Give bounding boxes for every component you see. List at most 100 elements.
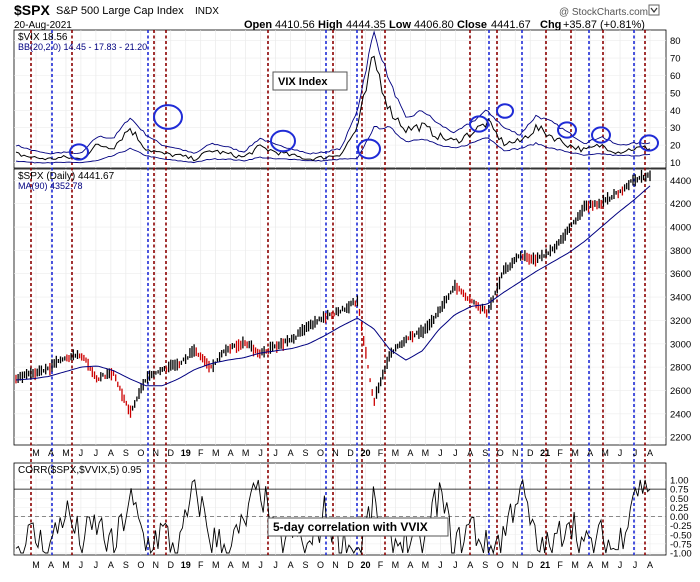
price-y-axis: 2200 2400 2600 2800 3000 3200 3400 3600 3800 4000… xyxy=(670,176,691,444)
month-tick-label: F xyxy=(198,560,204,570)
y-tick-label: 3800 xyxy=(670,246,691,257)
month-tick-label: M xyxy=(32,448,40,458)
month-tick-label: N xyxy=(332,448,339,458)
month-tick-label: A xyxy=(587,448,593,458)
month-tick-label: D xyxy=(168,448,175,458)
y-tick-label: 50 xyxy=(670,88,681,99)
month-tick-label: S xyxy=(303,448,309,458)
price-legend: $SPX (Daily) 4441.67 xyxy=(18,171,115,182)
month-tick-label: A xyxy=(108,560,114,570)
expand-button[interactable] xyxy=(648,4,660,16)
y-tick-label: 70 xyxy=(670,54,681,65)
month-tick-label: J xyxy=(79,448,84,458)
month-tick-label: 21 xyxy=(540,560,550,570)
y-tick-label: 60 xyxy=(670,71,681,82)
y-tick-label: 1.00 xyxy=(670,476,689,487)
month-tick-label: 20 xyxy=(360,560,370,570)
month-tick-label: A xyxy=(407,560,413,570)
vix-spike-circle xyxy=(357,138,381,160)
month-tick-label: D xyxy=(527,448,534,458)
header-symbol: $SPX xyxy=(14,2,50,18)
month-tick-label: J xyxy=(618,560,623,570)
month-tick-label: J xyxy=(273,560,278,570)
header-low-value: 4406.80 xyxy=(414,19,454,31)
month-tick-label: D xyxy=(527,560,534,570)
y-tick-label: 0.25 xyxy=(670,503,689,514)
vix-legend: $VIX 18.56 xyxy=(18,32,68,43)
corr-annotation-box xyxy=(267,517,449,537)
vix-circles xyxy=(69,103,659,161)
month-tick-label: M xyxy=(601,448,609,458)
month-tick-label: J xyxy=(79,560,84,570)
y-tick-label: 0.00 xyxy=(670,512,689,523)
y-tick-label: 40 xyxy=(670,106,681,117)
month-tick-label: J xyxy=(94,448,99,458)
vix-line xyxy=(15,55,651,162)
header-name: S&P 500 Large Cap Index xyxy=(56,5,184,17)
month-tick-label: S xyxy=(123,448,129,458)
header-chg-label: Chg xyxy=(540,19,561,31)
month-tick-label: J xyxy=(273,448,278,458)
header-open-value: 4410.56 xyxy=(275,19,315,31)
month-tick-label: A xyxy=(467,448,473,458)
month-tick-label: 19 xyxy=(181,560,191,570)
y-tick-label: 3600 xyxy=(670,269,691,280)
month-tick-label: O xyxy=(317,448,324,458)
watermark: @ StockCharts.com xyxy=(559,7,648,18)
month-tick-label: J xyxy=(633,560,638,570)
x-axis-months-top: M A M J J A S O N D 19 F M A M J J A S O N D 20 F M A M J J A S O N D 21 F M… xyxy=(32,448,653,458)
month-tick-label: M xyxy=(601,560,609,570)
ma-line xyxy=(15,185,651,387)
month-tick-label: A xyxy=(407,448,413,458)
month-tick-label: N xyxy=(153,560,160,570)
month-tick-label: S xyxy=(482,448,488,458)
month-tick-label: 20 xyxy=(360,448,370,458)
month-tick-label: O xyxy=(317,560,324,570)
month-tick-label: J xyxy=(453,448,458,458)
vix-spike-circle xyxy=(69,143,89,161)
month-tick-label: A xyxy=(288,448,294,458)
y-tick-label: 4400 xyxy=(670,176,691,187)
month-tick-label: J xyxy=(618,448,623,458)
chevron-down-icon xyxy=(650,7,658,13)
month-tick-label: N xyxy=(512,560,519,570)
month-tick-label: A xyxy=(48,560,54,570)
month-tick-label: N xyxy=(153,448,160,458)
vix-spike-circle xyxy=(270,129,296,153)
corr-y-axis: -1.00-0.75-0.50-0.250.000.250.500.751.00 xyxy=(670,476,692,560)
y-tick-label: -0.50 xyxy=(670,530,692,541)
y-tick-label: 2800 xyxy=(670,363,691,374)
vix-series xyxy=(15,30,651,164)
vix-spike-circle xyxy=(557,121,577,139)
vix-annotation-box xyxy=(272,71,348,91)
header-high-label: High xyxy=(318,19,343,31)
month-tick-label: S xyxy=(123,560,129,570)
month-tick-label: A xyxy=(228,448,234,458)
bb-legend: BB(20,2.0) 14.45 - 17.83 - 21.20 xyxy=(18,42,147,52)
month-tick-label: M xyxy=(571,448,579,458)
y-tick-label: 3200 xyxy=(670,316,691,327)
month-tick-label: F xyxy=(378,560,384,570)
y-tick-label: 10 xyxy=(670,158,681,169)
vertical-marker-lines xyxy=(30,30,646,555)
month-tick-label: M xyxy=(212,560,220,570)
month-tick-label: J xyxy=(633,448,638,458)
y-tick-label: 4000 xyxy=(670,223,691,234)
month-tick-label: O xyxy=(497,448,504,458)
month-tick-label: M xyxy=(242,560,250,570)
header-chg-value: +35.87 (+0.81%) xyxy=(563,19,645,31)
month-tick-label: M xyxy=(242,448,250,458)
month-tick-label: M xyxy=(212,448,220,458)
month-tick-label: M xyxy=(62,560,70,570)
month-tick-label: 19 xyxy=(181,448,191,458)
vix-spike-circle xyxy=(591,126,611,144)
month-tick-label: N xyxy=(332,560,339,570)
month-tick-label: M xyxy=(422,448,430,458)
vix-spike-circle xyxy=(153,104,183,130)
month-tick-label: A xyxy=(48,448,54,458)
month-tick-label: F xyxy=(557,560,563,570)
y-tick-label: -0.25 xyxy=(670,521,692,532)
month-tick-label: A xyxy=(467,560,473,570)
